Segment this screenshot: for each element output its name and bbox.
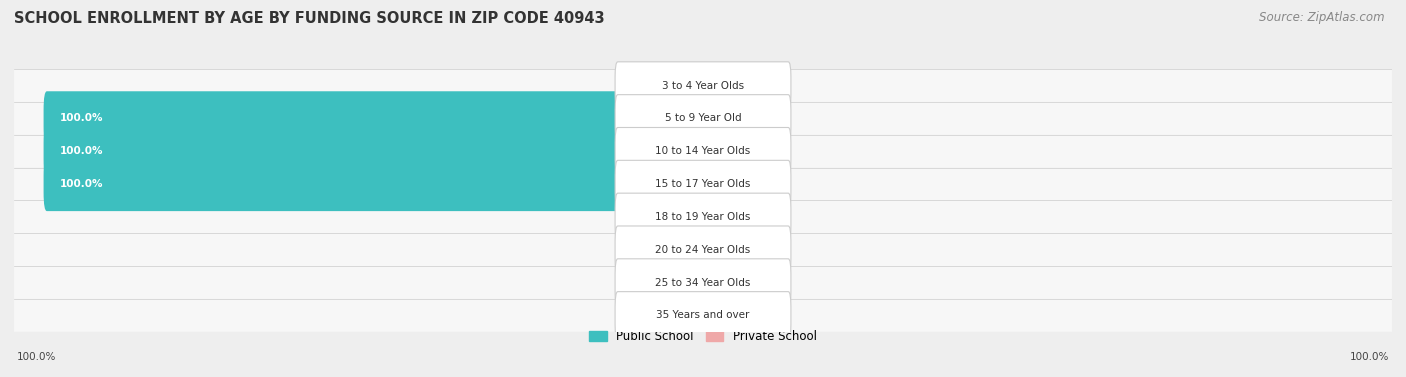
FancyBboxPatch shape	[675, 66, 704, 105]
Text: 0.0%: 0.0%	[734, 212, 761, 222]
Text: 18 to 19 Year Olds: 18 to 19 Year Olds	[655, 212, 751, 222]
Text: 0.0%: 0.0%	[645, 212, 672, 222]
FancyBboxPatch shape	[702, 99, 731, 138]
Text: SCHOOL ENROLLMENT BY AGE BY FUNDING SOURCE IN ZIP CODE 40943: SCHOOL ENROLLMENT BY AGE BY FUNDING SOUR…	[14, 11, 605, 26]
Text: 0.0%: 0.0%	[734, 277, 761, 288]
Text: 20 to 24 Year Olds: 20 to 24 Year Olds	[655, 245, 751, 255]
Text: 100.0%: 100.0%	[60, 179, 104, 189]
FancyBboxPatch shape	[702, 164, 731, 204]
FancyBboxPatch shape	[614, 193, 792, 241]
FancyBboxPatch shape	[14, 102, 1392, 135]
Text: 0.0%: 0.0%	[734, 146, 761, 156]
FancyBboxPatch shape	[675, 197, 704, 236]
FancyBboxPatch shape	[675, 230, 704, 269]
FancyBboxPatch shape	[614, 127, 792, 175]
FancyBboxPatch shape	[14, 69, 1392, 102]
FancyBboxPatch shape	[614, 226, 792, 273]
Text: 5 to 9 Year Old: 5 to 9 Year Old	[665, 113, 741, 123]
Text: 0.0%: 0.0%	[734, 310, 761, 320]
Text: 0.0%: 0.0%	[645, 245, 672, 255]
Text: 100.0%: 100.0%	[60, 146, 104, 156]
FancyBboxPatch shape	[675, 263, 704, 302]
FancyBboxPatch shape	[44, 124, 706, 178]
FancyBboxPatch shape	[14, 168, 1392, 201]
FancyBboxPatch shape	[14, 201, 1392, 233]
FancyBboxPatch shape	[702, 263, 731, 302]
FancyBboxPatch shape	[614, 62, 792, 109]
FancyBboxPatch shape	[14, 135, 1392, 168]
Text: 0.0%: 0.0%	[734, 113, 761, 123]
Text: 0.0%: 0.0%	[734, 245, 761, 255]
Text: 0.0%: 0.0%	[645, 81, 672, 90]
FancyBboxPatch shape	[614, 292, 792, 339]
FancyBboxPatch shape	[702, 296, 731, 335]
FancyBboxPatch shape	[702, 66, 731, 105]
Text: 3 to 4 Year Olds: 3 to 4 Year Olds	[662, 81, 744, 90]
Text: 25 to 34 Year Olds: 25 to 34 Year Olds	[655, 277, 751, 288]
FancyBboxPatch shape	[614, 95, 792, 142]
Text: 100.0%: 100.0%	[60, 113, 104, 123]
FancyBboxPatch shape	[14, 233, 1392, 266]
Text: 0.0%: 0.0%	[645, 277, 672, 288]
FancyBboxPatch shape	[44, 157, 706, 211]
FancyBboxPatch shape	[614, 160, 792, 208]
Text: 0.0%: 0.0%	[645, 310, 672, 320]
FancyBboxPatch shape	[702, 197, 731, 236]
FancyBboxPatch shape	[702, 230, 731, 269]
Text: Source: ZipAtlas.com: Source: ZipAtlas.com	[1260, 11, 1385, 24]
Text: 100.0%: 100.0%	[17, 352, 56, 362]
FancyBboxPatch shape	[44, 91, 706, 146]
FancyBboxPatch shape	[675, 296, 704, 335]
Text: 0.0%: 0.0%	[734, 81, 761, 90]
Text: 35 Years and over: 35 Years and over	[657, 310, 749, 320]
FancyBboxPatch shape	[14, 299, 1392, 332]
Legend: Public School, Private School: Public School, Private School	[589, 330, 817, 343]
Text: 10 to 14 Year Olds: 10 to 14 Year Olds	[655, 146, 751, 156]
Text: 0.0%: 0.0%	[734, 179, 761, 189]
FancyBboxPatch shape	[614, 259, 792, 306]
Text: 100.0%: 100.0%	[1350, 352, 1389, 362]
FancyBboxPatch shape	[14, 266, 1392, 299]
Text: 15 to 17 Year Olds: 15 to 17 Year Olds	[655, 179, 751, 189]
FancyBboxPatch shape	[702, 132, 731, 171]
